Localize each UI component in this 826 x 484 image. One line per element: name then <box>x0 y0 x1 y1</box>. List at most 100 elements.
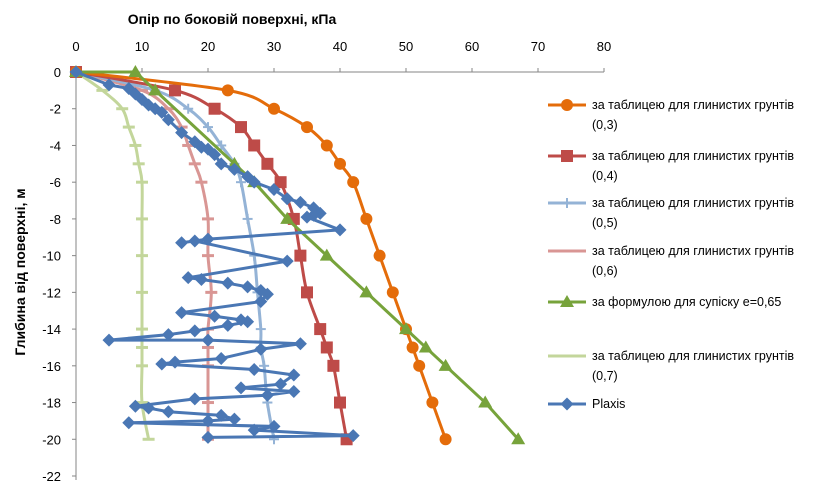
data-point <box>511 432 526 445</box>
data-point <box>247 175 261 189</box>
data-point <box>201 414 215 428</box>
data-point <box>320 341 333 354</box>
data-point <box>261 157 274 170</box>
data-point <box>280 211 295 224</box>
y-axis-label: Глибина від поверхні, м <box>12 188 28 355</box>
data-point <box>259 360 270 371</box>
legend-swatch-marker <box>561 99 573 111</box>
data-point <box>274 377 288 391</box>
data-point <box>214 408 228 422</box>
data-point <box>301 121 313 134</box>
data-point <box>260 287 274 301</box>
y-tick-label: -12 <box>42 285 61 300</box>
x-tick-label: 70 <box>531 39 545 54</box>
data-point <box>168 355 182 369</box>
data-point <box>413 359 426 372</box>
x-tick-label: 40 <box>333 39 347 54</box>
data-point <box>188 324 202 338</box>
data-point <box>293 195 307 209</box>
legend-label: Plaxis <box>592 397 625 411</box>
axes: 0 10 20 30 40 50 60 70 80 0 -2 -4 -6 -8 -10 -12 -14 -16 -1… <box>42 39 611 484</box>
legend-item: Plaxis <box>548 397 625 411</box>
data-point <box>268 102 280 115</box>
y-tick-label: -22 <box>42 469 61 484</box>
data-point <box>155 105 169 119</box>
legend-swatch-marker <box>561 150 573 162</box>
y-tick-label: -10 <box>42 249 61 264</box>
chart-title: Опір по боковій поверхні, кПа <box>128 11 337 27</box>
data-point <box>227 162 241 176</box>
y-tick-label: -20 <box>42 432 61 447</box>
data-point <box>201 333 215 347</box>
data-point <box>280 192 294 206</box>
data-point <box>236 177 246 188</box>
data-point <box>201 232 215 246</box>
data-point <box>221 318 235 332</box>
series-5 <box>70 70 155 441</box>
y-tick-label: -6 <box>49 175 61 190</box>
legend-swatch-marker <box>562 198 572 208</box>
data-point <box>188 234 202 248</box>
data-point <box>287 385 301 399</box>
legend-label: за таблицею для глинистих грунтів <box>592 149 794 163</box>
legend-item: за таблицею для глинистих грунтів (0,3) <box>548 98 794 132</box>
data-point <box>235 121 247 134</box>
data-point <box>267 183 281 197</box>
data-point <box>333 223 347 237</box>
legend-label: (0,6) <box>592 264 618 278</box>
legend-label: за таблицею для глинистих грунтів <box>592 98 794 112</box>
data-point <box>359 285 374 298</box>
data-point <box>69 65 83 79</box>
legend-label: за таблицею для глинистих грунтів <box>592 196 794 210</box>
data-point <box>280 254 294 268</box>
data-point <box>155 357 169 371</box>
legend-label: за таблицею для глинистих грунтів <box>592 349 794 363</box>
data-point <box>334 157 346 170</box>
data-point <box>102 78 116 92</box>
legend-item: за формулою для супіску e=0,65 <box>548 295 781 309</box>
data-point <box>346 429 360 443</box>
x-tick-label: 0 <box>72 39 79 54</box>
data-point <box>175 126 189 140</box>
data-point <box>300 210 314 224</box>
x-tick-label: 50 <box>399 39 413 54</box>
data-point <box>161 405 175 419</box>
data-point <box>241 315 255 329</box>
y-tick-label: 0 <box>54 65 61 80</box>
data-point <box>216 140 227 151</box>
x-tick-label: 80 <box>597 39 611 54</box>
data-point <box>254 342 268 356</box>
legend-swatch-marker <box>560 295 574 307</box>
data-point <box>148 83 163 96</box>
data-point <box>373 249 386 262</box>
data-point <box>175 236 189 250</box>
data-point <box>478 395 493 408</box>
data-point <box>128 65 143 77</box>
data-point <box>242 213 253 224</box>
x-tick-label: 20 <box>201 39 215 54</box>
series-0 <box>70 66 452 446</box>
data-point <box>208 102 221 115</box>
y-tick-label: -18 <box>42 396 61 411</box>
x-tick-label: 60 <box>465 39 479 54</box>
series-layer <box>69 65 526 446</box>
data-point <box>227 412 241 426</box>
data-point <box>161 328 175 342</box>
legend-item: за таблицею для глинистих грунтів (0,6) <box>548 244 794 278</box>
data-point <box>438 358 453 371</box>
data-point <box>122 416 136 430</box>
series-6 <box>69 65 360 444</box>
data-point <box>208 309 222 323</box>
data-point <box>320 139 333 152</box>
legend-swatch-marker <box>560 397 574 411</box>
y-tick-label: -2 <box>49 102 61 117</box>
data-point <box>260 388 274 402</box>
data-point <box>360 212 373 225</box>
data-point <box>194 273 208 287</box>
legend-label: (0,5) <box>592 216 618 230</box>
data-point <box>128 399 142 413</box>
data-point <box>208 148 222 162</box>
data-point <box>319 248 334 261</box>
data-point <box>254 295 268 309</box>
legend: за таблицею для глинистих грунтів(0,3)за… <box>548 98 794 411</box>
